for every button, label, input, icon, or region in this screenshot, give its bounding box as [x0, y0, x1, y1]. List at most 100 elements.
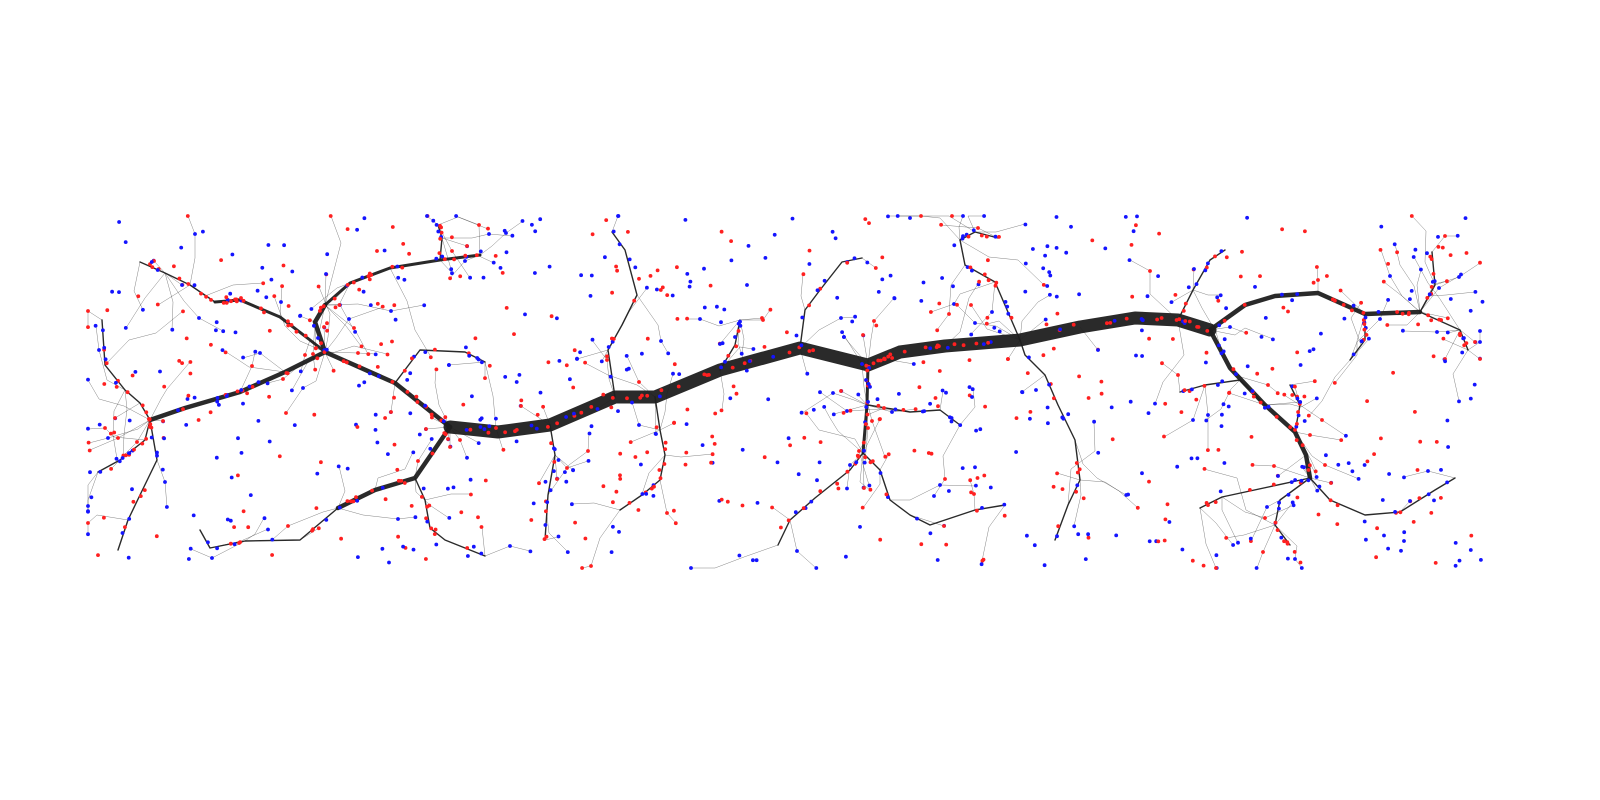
blue-node — [345, 466, 350, 471]
edge-twig — [581, 509, 621, 569]
blue-node — [958, 423, 963, 427]
edge-twig — [1447, 329, 1461, 334]
blue-node — [547, 264, 552, 269]
red-node — [172, 264, 176, 269]
red-node — [402, 481, 407, 485]
blue-node — [609, 550, 614, 554]
blue-node — [290, 269, 295, 274]
red-node — [1086, 535, 1091, 540]
red-node — [366, 352, 371, 356]
red-node — [768, 307, 773, 312]
edge-twig — [87, 379, 151, 421]
blue-node — [754, 558, 759, 563]
blue-node — [402, 277, 407, 282]
blue-node — [608, 374, 613, 379]
red-node — [993, 283, 998, 288]
blue-node — [944, 390, 948, 395]
blue-node — [940, 388, 945, 393]
red-node — [1075, 470, 1080, 475]
blue-node — [969, 332, 974, 337]
edge-twig — [1419, 280, 1448, 313]
edge-twig — [547, 432, 590, 496]
blue-node — [270, 537, 275, 542]
red-node — [902, 349, 907, 354]
blue-node — [241, 355, 246, 360]
red-node — [429, 412, 434, 417]
edge-twig — [149, 419, 164, 422]
blue-node — [982, 214, 986, 218]
red-node — [943, 477, 947, 481]
edge-twig — [1019, 294, 1051, 341]
blue-node — [1302, 419, 1307, 423]
blue-node — [1072, 524, 1077, 529]
red-node — [865, 368, 870, 373]
edge-twig — [1264, 397, 1318, 408]
red-node — [186, 393, 191, 398]
red-node — [286, 304, 291, 308]
edge-twig — [859, 452, 871, 491]
red-node — [1372, 452, 1376, 456]
edge-twig — [447, 426, 451, 440]
blue-node — [498, 266, 503, 270]
blue-node — [1386, 298, 1390, 302]
edge-twig — [164, 272, 224, 332]
red-node — [349, 499, 353, 504]
edge-twig — [112, 389, 126, 460]
blue-node — [1402, 475, 1406, 480]
red-node — [474, 253, 479, 258]
blue-node — [127, 418, 132, 423]
blue-node — [973, 465, 977, 470]
edge-twig — [1294, 431, 1317, 472]
blue-node — [266, 243, 271, 247]
blue-node — [1478, 340, 1482, 344]
blue-node — [215, 396, 220, 400]
edge-twig — [967, 215, 985, 233]
red-node — [486, 430, 491, 435]
blue-node — [480, 360, 484, 365]
edge-twig — [1161, 362, 1181, 393]
blue-node — [1290, 500, 1295, 505]
blue-node — [973, 321, 977, 325]
red-node — [1362, 327, 1367, 332]
edge-twig — [441, 237, 468, 247]
blue-node — [556, 534, 561, 539]
blue-node — [1204, 418, 1209, 423]
red-node — [424, 427, 428, 431]
edge-twig — [939, 390, 944, 411]
blue-node — [447, 516, 452, 520]
edge-twig — [299, 315, 316, 323]
blue-node — [595, 407, 600, 411]
blue-node — [935, 558, 940, 562]
blue-node — [373, 412, 378, 417]
edge-twig — [951, 215, 964, 241]
red-node — [848, 408, 853, 413]
red-node — [519, 404, 523, 408]
blue-node — [470, 394, 474, 399]
red-node — [583, 360, 587, 365]
blue-node — [97, 348, 101, 352]
edge-twig — [959, 239, 1045, 286]
red-node — [836, 486, 841, 491]
blue-node — [627, 257, 632, 262]
red-node — [380, 304, 385, 309]
red-node — [494, 426, 498, 430]
red-node — [1196, 325, 1201, 329]
blue-node — [868, 385, 872, 389]
edge-twig — [690, 544, 779, 569]
edge-twig — [1308, 359, 1351, 417]
blue-node — [796, 472, 801, 477]
red-node — [132, 447, 136, 452]
blue-node — [645, 285, 649, 290]
blue-node — [1112, 318, 1117, 323]
blue-node — [1468, 396, 1473, 401]
edge-twig — [133, 261, 144, 311]
blue-node — [1167, 520, 1172, 524]
blue-node — [1060, 415, 1065, 420]
blue-node — [1463, 216, 1468, 221]
red-node — [241, 298, 246, 303]
red-node — [208, 410, 213, 415]
blue-node — [1048, 292, 1052, 297]
red-node — [1409, 214, 1414, 218]
blue-node — [1453, 563, 1458, 568]
blue-node — [478, 249, 483, 254]
